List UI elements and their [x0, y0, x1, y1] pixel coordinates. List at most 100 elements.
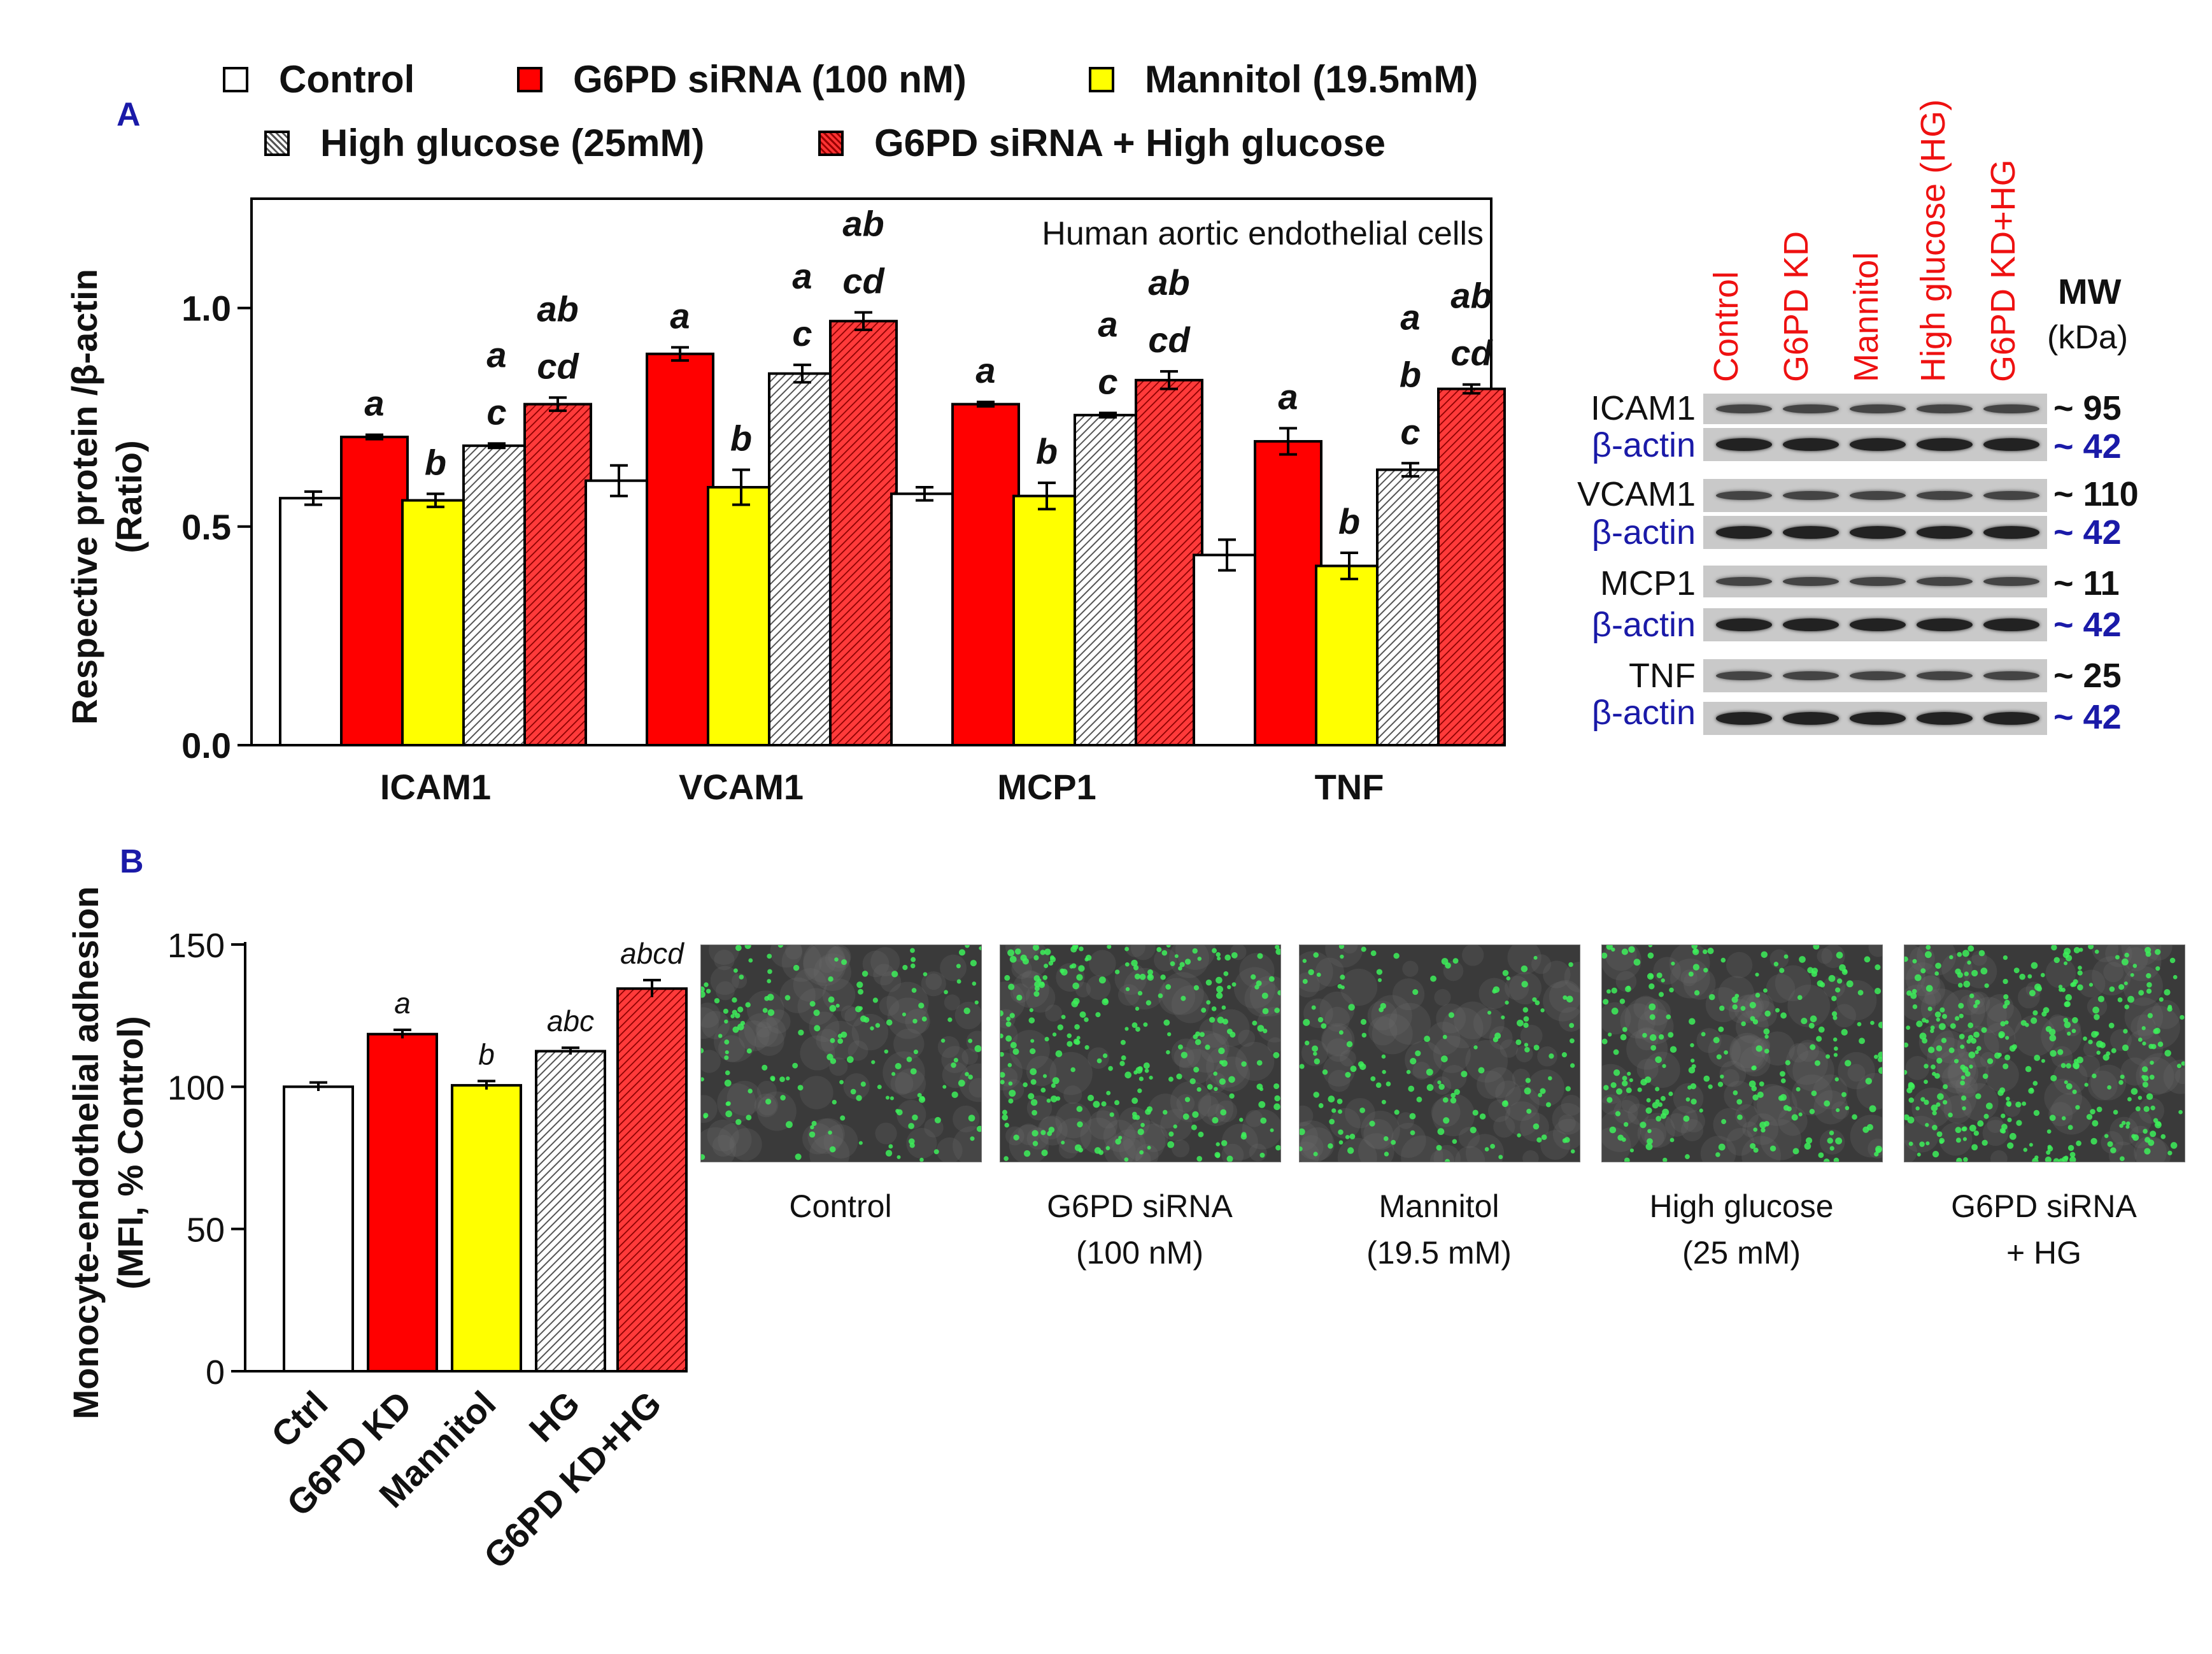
micrograph-label-mannitol-l1: Mannitol [1379, 1188, 1499, 1224]
micrograph-g6pd-image-texture [1045, 1004, 1062, 1022]
blot-mcp1-actin-band-3 [1917, 618, 1973, 631]
micrograph-label-g6pd-l1: G6PD siRNA [1047, 1188, 1233, 1224]
micrograph-g6pd-image-cell [1160, 974, 1166, 980]
micrograph-mannitol-image-cell [1535, 1000, 1540, 1006]
micrograph-control-image-cell [972, 981, 977, 986]
micrograph-high-glucose-image-cell [1629, 1148, 1634, 1153]
micrograph-combo-image-cell [2150, 1105, 2155, 1111]
micrograph-combo-image-cell [2159, 997, 2164, 1002]
micrograph-control-image-cell [858, 1141, 863, 1145]
micrograph-combo-image-cell [2092, 1120, 2099, 1127]
micrograph-high-glucose-image-cell [1645, 1143, 1653, 1150]
micrograph-high-glucose-image-cell [1642, 1032, 1647, 1038]
micrograph-high-glucose-image-texture [1635, 1027, 1659, 1051]
micrograph-g6pd-image-texture [1025, 983, 1056, 1013]
micrograph-mannitol-image-cell [1479, 1113, 1486, 1120]
micrograph-control-image-cell [872, 997, 878, 1003]
micrograph-high-glucose-image-cell [1732, 1004, 1738, 1010]
micrograph-combo-image-cell [2127, 1097, 2132, 1102]
micrograph-combo-image-cell [1976, 1046, 1982, 1052]
micrograph-high-glucose-image-cell [1750, 1016, 1755, 1022]
micrograph-g6pd-image-cell [1115, 1138, 1121, 1145]
micrograph-combo-image-cell [1955, 968, 1961, 975]
micrograph-control-image-cell [798, 1029, 804, 1036]
micrograph-high-glucose-image-cell [1763, 1028, 1770, 1035]
micrograph-combo-image-cell [1942, 1100, 1948, 1105]
micrograph-combo-image-cell [2077, 984, 2083, 991]
micrograph-control-image-cell [739, 974, 744, 980]
micrograph-mannitol-image-texture [1321, 1023, 1355, 1057]
micrograph-high-glucose-image-cell [1835, 1137, 1843, 1144]
blot-vcam1-actin-band-1 [1783, 526, 1839, 539]
micrograph-high-glucose-image-texture [1643, 1052, 1680, 1088]
micrograph-high-glucose-image-cell [1833, 1157, 1840, 1162]
micrograph-high-glucose-image-cell [1731, 996, 1738, 1003]
micrograph-mannitol-image-texture [1454, 1001, 1492, 1039]
micrograph-control-image-texture [715, 981, 735, 1001]
micrograph-g6pd-image-cell [1273, 1052, 1280, 1059]
micrograph-control-image-cell [970, 960, 977, 967]
wb-mw-vcam1-actin: ~ 42 [2053, 513, 2122, 552]
micrograph-high-glucose-image-texture [1741, 1136, 1781, 1162]
micrograph-combo-image-cell [2047, 1146, 2053, 1151]
micrograph-high-glucose-image-cell [1613, 1049, 1619, 1055]
micrograph-mannitol-image-texture [1543, 981, 1580, 1022]
micrograph-control-image-cell [735, 945, 742, 952]
micrograph-high-glucose-image-cell [1801, 1017, 1808, 1025]
micrograph-mannitol-image-cell [1570, 1063, 1575, 1068]
wb-label-mcp1-actin: β-actin [1591, 606, 1696, 644]
wb-mw-mcp1: ~ 11 [2053, 564, 2120, 602]
blot-tnf-actin-band-4 [1983, 712, 2039, 725]
micrograph-high-glucose-image-cell [1875, 1147, 1882, 1153]
micrograph-combo-image-cell [1981, 1027, 1987, 1033]
micrograph-g6pd-image-texture [1242, 1109, 1280, 1150]
micrograph-combo-image-cell [1948, 1112, 1953, 1118]
micrograph-g6pd-image-cell [1044, 964, 1049, 969]
micrograph-high-glucose-image-texture [1787, 985, 1831, 1027]
micrograph-combo-image-cell [2071, 1016, 2078, 1023]
micrograph-combo-image-cell [2138, 1095, 2143, 1100]
lane-label-g6pd-kd-hg: G6PD KD+HG [1984, 159, 2022, 382]
micrograph-g6pd-image-cell [1044, 1037, 1049, 1042]
micrograph-g6pd-image-texture [1179, 1049, 1214, 1084]
micrograph-combo-image-texture [1933, 1030, 1966, 1064]
micrograph-combo-image-cell [1912, 959, 1917, 964]
micrograph-mannitol-image-texture [1328, 1069, 1351, 1092]
micrograph-high-glucose-image-cell [1780, 1012, 1787, 1019]
micrograph-high-glucose-image-cell [1656, 972, 1663, 978]
micrograph-high-glucose-image-cell [1603, 1085, 1609, 1090]
micrograph-label-mannitol: Mannitol (19.5 mM) [1366, 1183, 1512, 1276]
micrograph-combo-image-cell [2108, 1022, 2115, 1029]
micrograph-g6pd-image-cell [1061, 969, 1068, 976]
blot-mcp1-band-0 [1716, 577, 1772, 586]
micrograph-combo-image-texture [2050, 1092, 2093, 1135]
micrograph-g6pd-image-cell [1004, 974, 1010, 981]
annot-a-mcp1-s2-l0: b [1036, 431, 1058, 471]
micrograph-combo-image-cell [1962, 1126, 1967, 1132]
micrograph-g6pd-image-cell [1077, 1121, 1083, 1128]
annot-a-vcam1-s2-l0: b [730, 418, 752, 459]
micrograph-mannitol-image-cell [1454, 1088, 1460, 1095]
micrograph-mannitol-image-cell [1313, 1092, 1319, 1098]
bar-a-mcp1-s1 [951, 403, 1020, 746]
micrograph-combo-image-cell [2094, 1014, 2100, 1020]
micrograph-combo-image-cell [1943, 1084, 1948, 1090]
micrograph-combo-image-cell [2097, 995, 2104, 1002]
annot-a-icam1-s2-l0: b [425, 442, 446, 482]
micrograph-control-image-cell [767, 953, 772, 959]
micrograph-control-image-texture [809, 1011, 840, 1043]
micrograph-combo-image-cell [2148, 1043, 2154, 1050]
micrograph-g6pd-image-cell [1072, 982, 1079, 990]
micrograph-combo-image-cell [1917, 1152, 1921, 1157]
micrograph-mannitol-image-cell [1345, 1072, 1351, 1078]
micrograph-g6pd-image-cell [1124, 962, 1130, 967]
micrograph-g6pd-image-cell [1216, 952, 1221, 957]
micrograph-combo-image-cell [2143, 1106, 2150, 1113]
micrograph-mannitol-image-texture [1466, 1134, 1504, 1162]
micrograph-control-image-cell [877, 1085, 882, 1090]
micrograph-g6pd-image-cell [1256, 1083, 1263, 1090]
micrograph-mannitol-image-texture [1300, 972, 1320, 998]
micrograph-g6pd-image-cell [1196, 1087, 1202, 1092]
micrograph-combo-image-cell [2078, 966, 2082, 970]
micrograph-combo-image-texture [2041, 1015, 2082, 1057]
